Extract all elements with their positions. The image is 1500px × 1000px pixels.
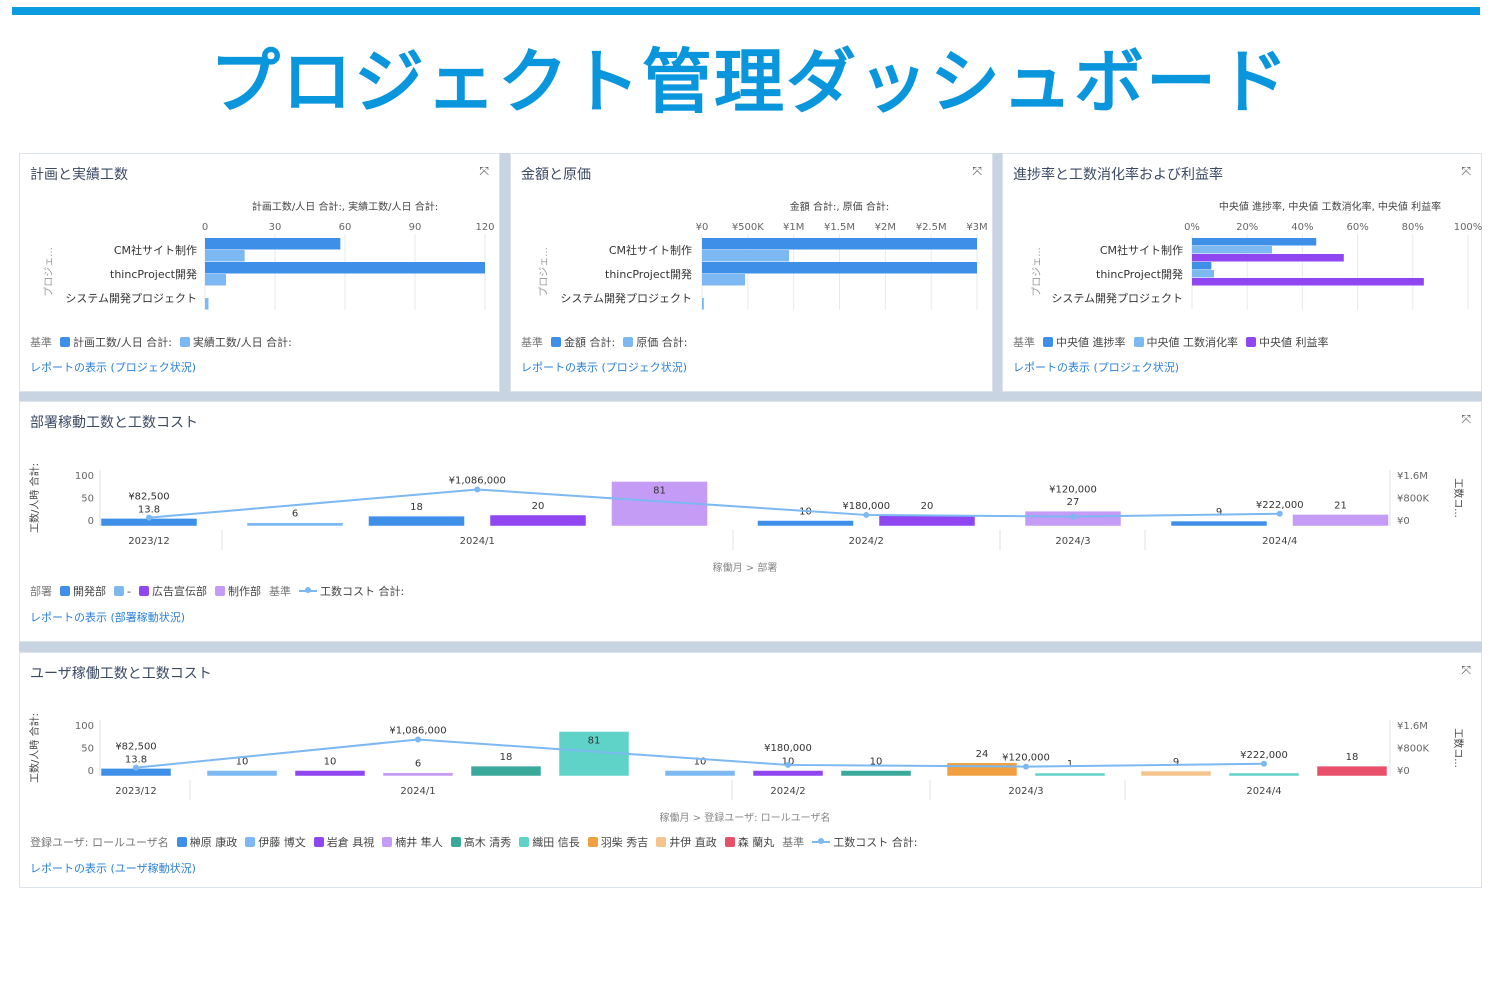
legend-item[interactable]: 織田 信長 — [519, 834, 580, 850]
legend-text: 岩倉 具視 — [326, 836, 375, 849]
chart-legend: 基準 金額 合計: 原価 合計: — [521, 334, 687, 350]
legend-text: 織田 信長 — [532, 836, 580, 849]
chart-legend: 部署 開発部 - 広告宣伝部 制作部 基準 工数コスト 合計: — [30, 583, 404, 599]
legend-item[interactable]: 伊藤 博文 — [245, 834, 306, 850]
divider — [500, 153, 510, 398]
legend-text: 楠井 隼人 — [395, 836, 443, 849]
card-title: 計画と実績工数 — [30, 167, 128, 183]
legend-item[interactable]: 中央値 工数消化率 — [1133, 334, 1238, 350]
legend-label: 基準 — [1013, 336, 1035, 349]
legend-label: 基準 — [521, 336, 543, 349]
legend-item[interactable]: 高木 清秀 — [450, 834, 512, 850]
expand-icon[interactable]: ⤧ — [1461, 663, 1471, 677]
card-title: 部署稼動工数と工数コスト — [30, 415, 198, 431]
legend-item[interactable]: 制作部 — [214, 583, 261, 599]
legend-label: 基準 — [30, 336, 52, 349]
legend-item[interactable]: 羽柴 秀吉 — [587, 834, 649, 850]
chart-legend: 基準 中央値 進捗率 中央値 工数消化率 中央値 利益率 — [1013, 334, 1329, 350]
legend-item[interactable]: 森 蘭丸 — [724, 834, 775, 850]
report-link[interactable]: レポートの表示 (プロジェク状況) — [521, 361, 688, 374]
card-title: 進捗率と工数消化率および利益率 — [1013, 167, 1223, 183]
card-progress: 進捗率と工数消化率および利益率 ⤧ 基準 中央値 進捗率 中央値 工数消化率 中… — [1002, 153, 1482, 392]
card-dept: 部署稼動工数と工数コスト ⤧ 部署 開発部 - 広告宣伝部 制作部 基準 工数コスト 合計… — [19, 401, 1482, 642]
expand-icon[interactable]: ⤧ — [972, 164, 982, 178]
legend-item[interactable]: 中央値 進捗率 — [1043, 334, 1126, 350]
legend-text: 工数コスト 合計: — [319, 585, 405, 598]
legend-label: 基準 — [268, 585, 291, 598]
legend-item[interactable]: 工数コスト 合計: — [298, 583, 405, 599]
legend-text: 高木 清秀 — [463, 836, 512, 849]
legend-swatch — [214, 586, 225, 596]
legend-swatch — [656, 837, 667, 847]
legend-swatch — [724, 837, 735, 847]
legend-text: 開発部 — [73, 585, 106, 598]
legend-swatch — [176, 837, 187, 847]
legend-item[interactable]: 中央値 利益率 — [1246, 334, 1329, 350]
legend-item[interactable]: 榊原 康政 — [176, 834, 238, 850]
expand-icon[interactable]: ⤧ — [1461, 412, 1471, 426]
legend-item[interactable]: 開発部 — [60, 583, 106, 599]
legend-item[interactable]: 原価 合計: — [623, 334, 687, 350]
legend-text: - — [127, 584, 131, 598]
card-user: ユーザ稼働工数と工数コスト ⤧ 登録ユーザ: ロールユーザ名 榊原 康政 伊藤 博… — [19, 652, 1482, 888]
card-plan-actual: 計画と実績工数 ⤧ 基準 計画工数/人日 合計: 実績工数/人日 合計: レポー… — [19, 153, 500, 392]
legend-swatch — [382, 837, 393, 847]
divider — [19, 392, 1482, 401]
chart-legend: 基準 計画工数/人日 合計: 実績工数/人日 合計: — [30, 334, 292, 350]
divider — [19, 642, 1482, 652]
card-amount-cost: 金額と原価 ⤧ 基準 金額 合計: 原価 合計: レポートの表示 (プロジェク状… — [510, 153, 993, 392]
card-title: ユーザ稼働工数と工数コスト — [30, 666, 212, 682]
chart-legend: 登録ユーザ: ロールユーザ名 榊原 康政 伊藤 博文 岩倉 具視 楠井 隼人 高木 清秀… — [30, 834, 917, 850]
legend-text: 榊原 康政 — [189, 836, 238, 849]
legend-text: 井伊 直政 — [669, 836, 717, 849]
report-link[interactable]: レポートの表示 (プロジェク状況) — [30, 361, 197, 374]
expand-icon[interactable]: ⤧ — [1461, 164, 1471, 178]
legend-swatch — [519, 837, 530, 847]
legend-item[interactable]: 工数コスト 合計: — [812, 834, 917, 850]
report-link[interactable]: レポートの表示 (プロジェク状況) — [1013, 361, 1180, 374]
legend-swatch — [245, 837, 256, 847]
legend-item[interactable]: 岩倉 具視 — [313, 834, 375, 850]
legend-swatch — [60, 586, 70, 596]
line-legend-icon — [812, 838, 831, 844]
card-title: 金額と原価 — [521, 167, 591, 183]
legend-label: 登録ユーザ: ロールユーザ名 — [30, 836, 169, 849]
report-link[interactable]: レポートの表示 (ユーザ稼動状況) — [30, 862, 196, 875]
legend-text: 羽柴 秀吉 — [600, 836, 649, 849]
legend-item[interactable]: 井伊 直政 — [656, 834, 717, 850]
legend-text: 工数コスト 合計: — [833, 836, 918, 849]
legend-item[interactable]: 楠井 隼人 — [382, 834, 443, 850]
legend-item[interactable]: - — [114, 585, 131, 598]
divider — [993, 153, 1002, 398]
legend-text: 伊藤 博文 — [258, 836, 306, 849]
legend-item[interactable]: 広告宣伝部 — [138, 583, 207, 599]
expand-icon[interactable]: ⤧ — [479, 164, 489, 178]
legend-text: 広告宣伝部 — [151, 585, 207, 598]
legend-item[interactable]: 金額 合計: — [551, 334, 615, 350]
legend-label: 部署 — [30, 585, 52, 598]
legend-swatch — [313, 837, 324, 847]
line-legend-icon — [298, 587, 317, 593]
legend-swatch — [138, 586, 149, 596]
report-link[interactable]: レポートの表示 (部署稼動状況) — [30, 611, 186, 624]
legend-text: 制作部 — [227, 585, 261, 598]
legend-swatch — [450, 837, 461, 847]
legend-item[interactable]: 計画工数/人日 合計: — [60, 334, 172, 350]
legend-text: 森 蘭丸 — [737, 836, 775, 849]
legend-swatch — [587, 837, 598, 847]
legend-label: 基準 — [782, 836, 805, 849]
legend-item[interactable]: 実績工数/人日 合計: — [179, 334, 292, 350]
page-title: プロジェクト管理ダッシュボード — [210, 41, 1290, 123]
legend-swatch — [114, 585, 124, 596]
header-accent-line — [12, 7, 1480, 15]
